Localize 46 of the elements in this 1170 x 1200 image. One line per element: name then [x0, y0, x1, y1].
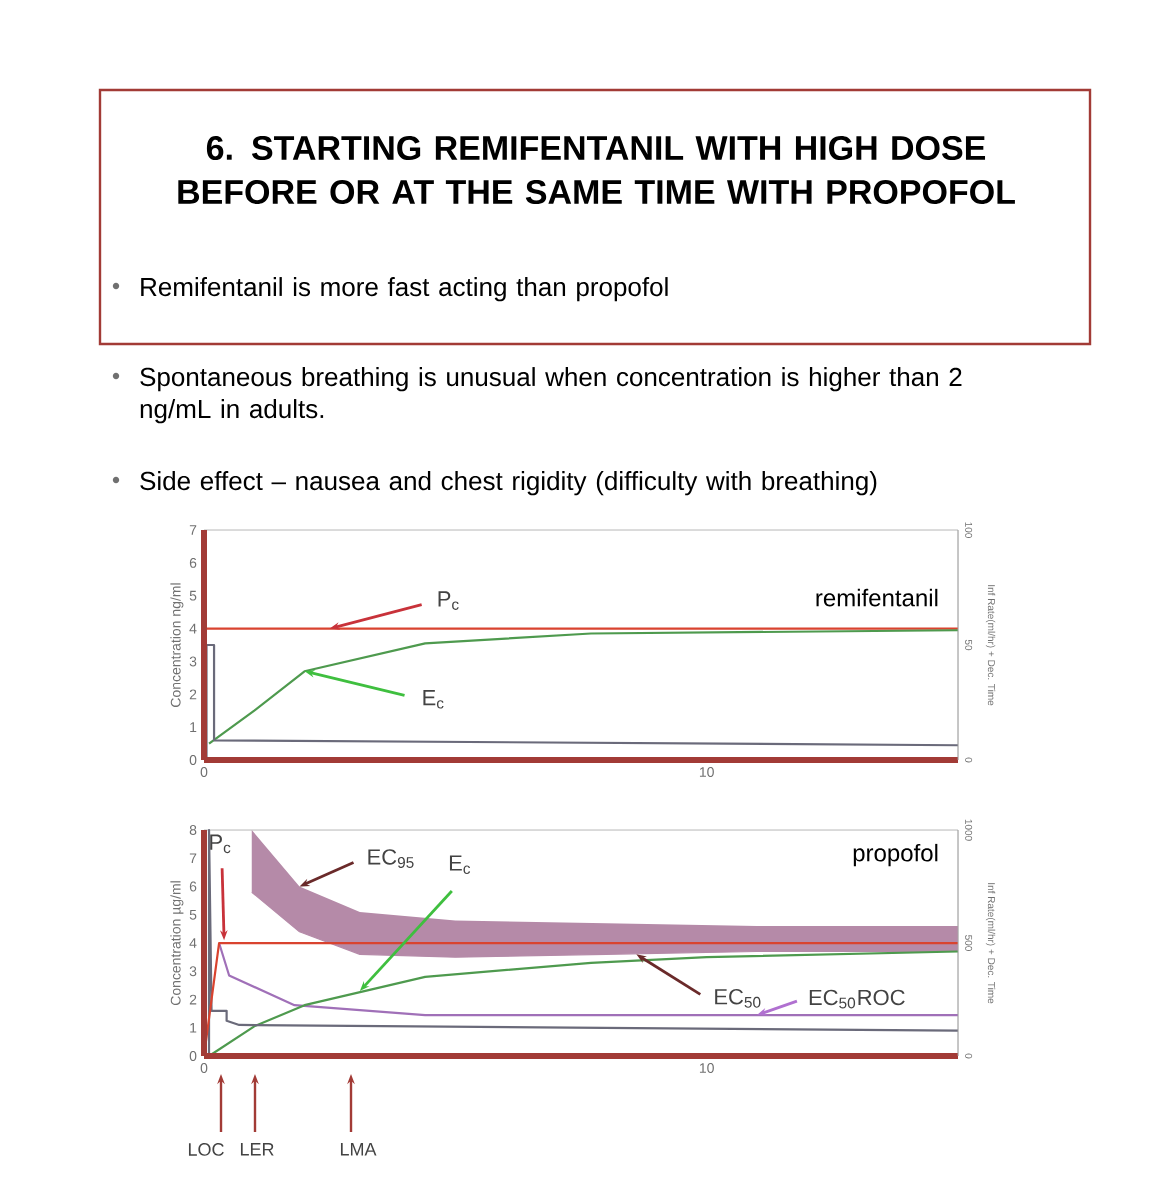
y-tick-label: 3 — [189, 966, 197, 977]
y-tick-label: 2 — [189, 994, 197, 1005]
y-tick-label: 2 — [189, 689, 197, 700]
annotation: E$_{c}$ — [423, 690, 444, 709]
y2-tick-label: 50 — [965, 639, 973, 651]
y-tick-label: 4 — [189, 623, 197, 634]
annotation: E$_{c}$ — [449, 855, 471, 874]
y-tick-label: 7 — [189, 853, 197, 864]
y-tick-label: 6 — [189, 881, 197, 892]
annotation: EC$_{95}$ — [368, 849, 414, 868]
y-tick-label: 5 — [189, 909, 197, 920]
y-tick-label: 1 — [190, 722, 197, 732]
annotation: EC$_{50}$ROC — [809, 989, 905, 1009]
y-tick-label: 4 — [189, 938, 197, 948]
y-tick-label: 3 — [189, 656, 197, 667]
y2-axis-title: Inf Rate(ml/hr) + Dec. Time — [985, 585, 996, 706]
text: LER — [240, 1143, 274, 1156]
text: LOC — [188, 1143, 224, 1156]
y-tick-label: 6 — [189, 557, 197, 568]
y2-tick-label: 1000 — [965, 819, 973, 841]
x-tick-label: 10 — [699, 1063, 714, 1073]
annotation: remifentanil — [816, 588, 938, 607]
y2-tick-label: 100 — [965, 522, 973, 538]
text: Spontaneous breathing is unusual when concentration is higher than 2 ng/mL in adults. — [140, 367, 962, 424]
annotation: EC$_{50}$ — [715, 988, 761, 1008]
annotation: propofol — [853, 843, 938, 867]
y-tick-label: 0 — [189, 1051, 197, 1061]
text: Remifentanil is more fast acting than propofol — [141, 277, 668, 302]
text: LMA — [340, 1143, 377, 1156]
y2-tick-label: 0 — [965, 757, 973, 763]
y2-tick-label: 500 — [965, 935, 973, 951]
y-axis-title: Concentration ng/ml — [170, 583, 184, 707]
y-tick-label: 5 — [189, 590, 197, 601]
y2-axis-title: Inf Rate(ml/hr) + Dec. Time — [985, 883, 996, 1004]
annotation: P$_{c}$ — [210, 834, 231, 854]
line-series — [207, 629, 960, 745]
y-tick-label: 7 — [189, 525, 197, 535]
y-axis-title: Concentration µg/ml — [170, 881, 184, 1006]
y2-tick-label: 0 — [965, 1053, 973, 1059]
x-tick-label: 10 — [699, 767, 714, 777]
y-tick-label: 8 — [189, 825, 197, 835]
chart-title: 6. STARTING REMIFENTANIL WITH HIGH DOSE BEFORE OR AT THE SAME TIME WITH PROPOFOL — [178, 135, 1015, 205]
text: Side effect – nausea and chest rigidity (difficulty with breathing) — [140, 471, 877, 496]
y-tick-label: 1 — [190, 1022, 197, 1033]
y-tick-label: 0 — [189, 755, 197, 765]
annotation: P$_{c}$ — [438, 591, 459, 610]
